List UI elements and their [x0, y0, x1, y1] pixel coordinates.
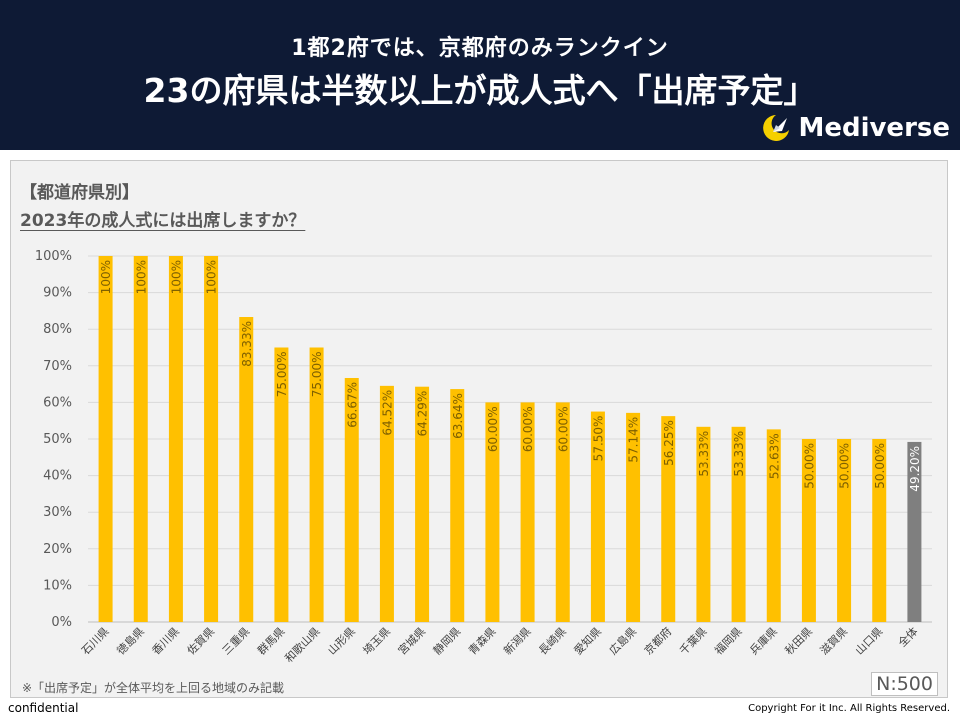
category-label: 兵庫県: [747, 624, 780, 657]
bar: [274, 347, 289, 622]
y-tick-label: 50%: [43, 432, 72, 447]
category-label: 秋田県: [782, 624, 815, 657]
chart-title-question: 2023年の成人式には出席しますか？: [20, 211, 306, 231]
data-label: 100%: [99, 260, 113, 294]
bar: [450, 389, 465, 622]
category-label: 香川県: [150, 625, 183, 658]
bar: [731, 426, 746, 622]
data-label: 50.00%: [802, 443, 816, 489]
data-label: 60.00%: [521, 406, 535, 452]
bar: [168, 256, 183, 622]
data-label: 60.00%: [486, 406, 500, 452]
y-tick-label: 90%: [43, 286, 72, 301]
bar: [626, 412, 641, 622]
data-label: 100%: [205, 260, 219, 294]
brand-name: Mediverse: [798, 113, 950, 143]
bar: [801, 439, 816, 622]
confidential-label: confidential: [8, 701, 79, 715]
bar: [907, 441, 922, 622]
data-label: 57.14%: [627, 417, 641, 463]
bar: [520, 402, 535, 622]
category-label: 千葉県: [676, 624, 709, 657]
category-label: 和歌山県: [282, 624, 323, 665]
category-label: 群馬県: [254, 624, 287, 657]
category-label: 福岡県: [711, 624, 744, 657]
category-label: 宮城県: [395, 624, 428, 657]
y-tick-label: 100%: [35, 249, 72, 264]
data-label: 60.00%: [556, 406, 570, 452]
data-label: 53.33%: [732, 431, 746, 477]
category-label: 青森県: [465, 624, 498, 657]
bar: [766, 429, 781, 622]
brand: Mediverse: [760, 112, 950, 144]
bar: [344, 377, 359, 622]
data-label: 66.67%: [345, 382, 359, 428]
category-label: 愛知県: [571, 624, 604, 657]
category-label: 山口県: [853, 625, 886, 658]
data-label: 57.50%: [591, 416, 605, 462]
bar: [590, 411, 605, 622]
sample-size-label: N:500: [871, 672, 938, 696]
bar: [696, 426, 711, 622]
category-label: 京都府: [641, 624, 674, 657]
y-tick-label: 30%: [43, 505, 72, 520]
data-label: 100%: [134, 260, 148, 294]
category-label: 石川県: [79, 625, 112, 658]
header-subtitle: 1都2府では、京都府のみランクイン: [291, 36, 669, 61]
bar: [415, 386, 430, 622]
data-label: 64.52%: [380, 390, 394, 436]
data-label: 49.20%: [908, 446, 922, 492]
category-label: 滋賀県: [818, 625, 851, 658]
bar: [872, 439, 887, 622]
header-banner: 1都2府では、京都府のみランクイン 23の府県は半数以上が成人式へ「出席予定」 …: [0, 0, 960, 150]
bar: [98, 256, 113, 622]
bar: [485, 402, 500, 622]
category-label: 長崎県: [536, 624, 569, 657]
header-title: 23の府県は半数以上が成人式へ「出席予定」: [143, 71, 817, 110]
bar: [309, 347, 324, 622]
chart-panel: [10, 160, 948, 698]
category-label: 新潟県: [500, 624, 533, 657]
category-label: 山形県: [325, 625, 358, 658]
copyright-text: Copyright For it Inc. All Rights Reserve…: [748, 703, 950, 714]
mediverse-logo-icon: [763, 115, 790, 141]
y-tick-label: 40%: [43, 469, 72, 484]
data-label: 83.33%: [240, 321, 254, 367]
bar: [379, 385, 394, 622]
category-label: 広島県: [606, 624, 639, 657]
data-label: 56.25%: [662, 420, 676, 466]
data-label: 64.29%: [416, 391, 430, 437]
data-label: 75.00%: [275, 352, 289, 398]
category-label: 埼玉県: [360, 624, 393, 657]
category-label: 徳島県: [114, 624, 147, 657]
y-tick-label: 10%: [43, 578, 72, 593]
category-label: 静岡県: [430, 624, 463, 657]
y-tick-label: 60%: [43, 395, 72, 410]
data-label: 75.00%: [310, 352, 324, 398]
category-label: 佐賀県: [184, 624, 217, 657]
y-tick-label: 20%: [43, 542, 72, 557]
y-tick-label: 0%: [51, 615, 72, 630]
data-label: 53.33%: [697, 431, 711, 477]
bar: [133, 256, 148, 622]
category-label: 三重県: [219, 624, 252, 657]
bar: [661, 416, 676, 622]
data-label: 50.00%: [838, 443, 852, 489]
y-tick-label: 70%: [43, 359, 72, 374]
bar: [204, 256, 219, 622]
data-label: 50.00%: [873, 443, 887, 489]
data-label: 63.64%: [451, 393, 465, 439]
category-label: 全体: [895, 624, 920, 649]
chart-footnote: ※「出席予定」が全体平均を上回る地域のみ記載: [22, 681, 285, 695]
bar: [239, 317, 254, 622]
data-label: 52.63%: [767, 433, 781, 479]
bar: [837, 439, 852, 622]
data-label: 100%: [169, 260, 183, 294]
chart-title-category: 【都道府県別】: [20, 183, 139, 203]
bar: [555, 402, 570, 622]
y-tick-label: 80%: [43, 322, 72, 337]
